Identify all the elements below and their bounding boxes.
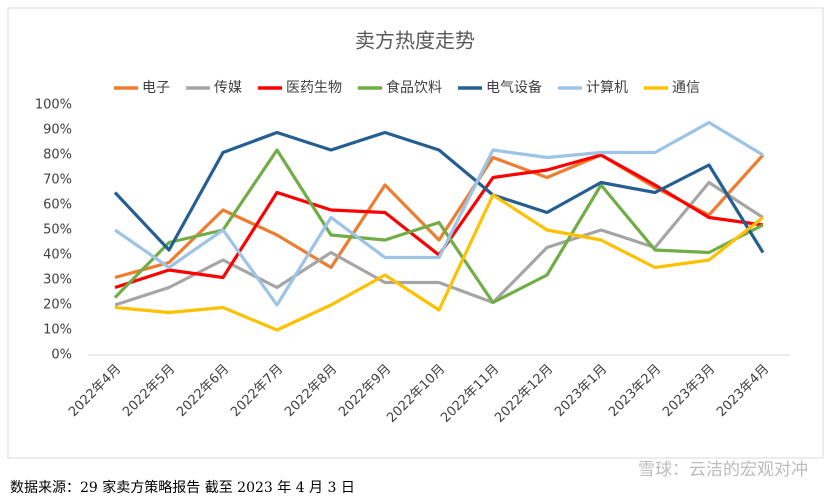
- watermark: 雪球：云洁的宏观对冲: [638, 460, 808, 480]
- y-tick-label: 40%: [43, 248, 72, 263]
- y-tick-label: 50%: [43, 223, 72, 238]
- y-tick-label: 30%: [43, 273, 72, 288]
- y-tick-label: 80%: [43, 148, 72, 163]
- series-line: [114, 193, 764, 332]
- legend-label: 电子: [142, 80, 170, 96]
- series-line: [114, 120, 764, 307]
- series-line: [114, 153, 765, 280]
- y-tick-label: 90%: [43, 123, 72, 138]
- source-note: 数据来源：29 家卖方策略报告 截至 2023 年 4 月 3 日: [10, 479, 355, 496]
- legend-label: 通信: [672, 80, 700, 96]
- y-tick-label: 100%: [35, 98, 72, 113]
- chart-title: 卖方热度走势: [355, 29, 475, 53]
- y-tick-label: 20%: [43, 298, 72, 313]
- legend-label: 食品饮料: [386, 79, 442, 96]
- y-tick-label: 60%: [43, 198, 72, 213]
- y-tick-label: 10%: [43, 323, 72, 338]
- y-tick-label: 0%: [51, 348, 72, 363]
- legend-label: 医药生物: [286, 80, 342, 96]
- chart-frame: [7, 7, 824, 459]
- y-tick-label: 70%: [43, 173, 72, 188]
- legend-label: 电气设备: [486, 79, 542, 96]
- legend-label: 传媒: [214, 80, 242, 96]
- series-line: [113, 130, 765, 254]
- legend-label: 计算机: [586, 80, 628, 96]
